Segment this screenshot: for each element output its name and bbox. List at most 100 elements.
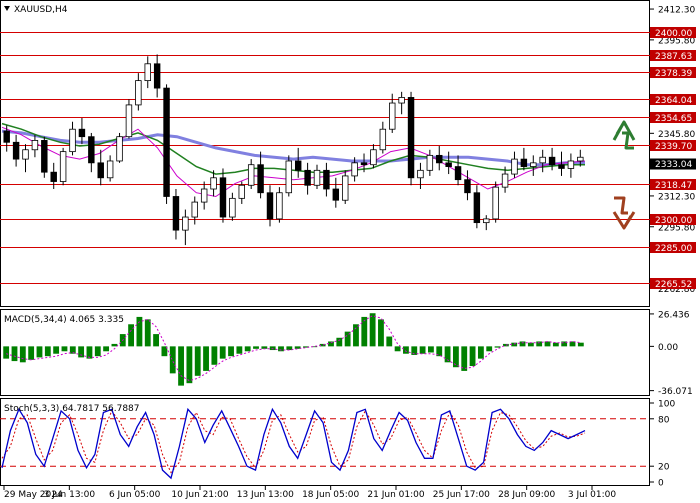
candle-body	[483, 218, 490, 224]
chart-title: XAUUSD,H4	[4, 5, 68, 15]
macd-bar	[378, 319, 384, 347]
candle-body	[436, 154, 443, 164]
candle-body	[323, 169, 330, 190]
candle-body	[341, 175, 349, 201]
candle-body	[266, 192, 274, 220]
macd-bar	[103, 346, 110, 352]
candle-body	[191, 201, 198, 218]
candle-body	[12, 141, 20, 160]
candle-body	[332, 188, 340, 201]
macd-bar	[128, 324, 135, 347]
stoch-tick-label: 20	[658, 463, 670, 473]
macd-bar	[444, 346, 451, 363]
macd-bar	[536, 341, 543, 347]
macd-panel-frame	[0, 309, 650, 396]
macd-bar	[261, 346, 268, 349]
candle-body	[351, 162, 358, 177]
candle-body	[304, 169, 311, 186]
macd-bar	[452, 346, 459, 368]
macd-bar	[303, 346, 309, 348]
macd-bar	[236, 346, 243, 354]
candle-body	[238, 184, 246, 199]
level-label: 2354.65	[655, 114, 692, 124]
candle-body	[454, 166, 462, 181]
macd-bar	[577, 342, 584, 347]
candle-body	[210, 177, 217, 190]
candle-body	[501, 173, 509, 188]
time-tick-label: 6 Jun 05:00	[109, 490, 161, 500]
macd-bar	[394, 346, 401, 352]
level-box	[650, 94, 696, 105]
macd-bar	[519, 341, 526, 347]
candle-body	[360, 162, 368, 166]
price-tick-label: 2412.30	[658, 6, 695, 16]
macd-bar	[161, 346, 168, 357]
moving-average-lines	[1, 122, 586, 198]
macd-bar	[69, 346, 76, 354]
macd-signal-line	[6, 315, 581, 382]
stoch-main-value: 64.7817	[62, 404, 99, 414]
moving-average-line	[1, 122, 585, 175]
stoch-main-line	[1, 407, 586, 480]
macd-panel: 26.436 0.00 -36.071 MACD(5,34,4) 4.065 3.3…	[0, 309, 693, 397]
time-tick-label: 28 Jun 09:00	[498, 490, 555, 500]
candle-body	[520, 158, 528, 167]
macd-axis: 26.436 0.00 -36.071	[650, 310, 693, 397]
macd-bar	[311, 346, 318, 348]
price-tick-label: 2295.80	[658, 223, 695, 233]
moving-average-line	[1, 126, 586, 198]
macd-bar	[369, 313, 376, 347]
candle-body	[200, 188, 208, 203]
macd-bar	[428, 346, 434, 353]
stoch-panel-frame	[0, 398, 650, 486]
candle-body	[558, 164, 565, 169]
time-tick-label: 13 Jun 13:00	[237, 490, 294, 500]
moving-average-line	[1, 129, 585, 167]
candle-body	[3, 130, 10, 143]
candle-body	[276, 192, 283, 220]
level-label: 2400.00	[655, 29, 692, 39]
candle-body	[285, 160, 293, 194]
dropdown-triangle-icon	[4, 6, 10, 11]
price-tick-label: 2312.30	[658, 192, 695, 202]
macd-bar	[353, 324, 359, 347]
price-tick-label: 2262.80	[658, 285, 695, 295]
candle-body	[539, 156, 546, 164]
macd-bar	[461, 346, 468, 371]
candle-body	[389, 102, 396, 130]
time-tick-label: 21 Jun 01:00	[367, 490, 424, 500]
level-lines	[0, 32, 650, 284]
macd-tick-label: 26.436	[658, 310, 690, 320]
level-box	[650, 140, 696, 151]
level-label: 2378.39	[655, 69, 692, 79]
stoch-levels	[0, 418, 650, 467]
macd-bar	[194, 346, 201, 376]
arrow-up-icon	[612, 120, 636, 150]
macd-bar	[253, 346, 259, 349]
stoch-panel: 100 80 20 0 Stoch(5,3,3) 64.7817 56.7887	[0, 398, 675, 489]
macd-bar	[36, 346, 43, 358]
macd-bar	[286, 346, 293, 351]
price-tick-label: 2395.80	[658, 36, 695, 46]
candle-body	[530, 162, 537, 167]
macd-tick-label: 0.00	[658, 343, 678, 353]
price-panel: 2412.302395.802345.802329.302312.302295.…	[0, 0, 696, 307]
level-box	[650, 179, 696, 190]
macd-main-value: 4.065	[70, 315, 96, 325]
time-tick-label: 10 Jun 21:00	[171, 490, 228, 500]
level-box	[650, 112, 696, 123]
candle-body	[41, 140, 48, 173]
level-box	[650, 67, 696, 78]
level-label: 2285.00	[655, 244, 692, 254]
stoch-tick-label: 100	[658, 400, 675, 410]
macd-bar	[203, 346, 209, 371]
level-label: 2318.47	[655, 181, 692, 191]
macd-bar	[502, 343, 509, 347]
macd-legend: MACD(5,34,4) 4.065 3.335	[4, 315, 124, 325]
candle-body	[125, 104, 133, 138]
macd-bar	[86, 346, 93, 359]
price-panel-frame	[0, 0, 650, 307]
level-label: 2339.70	[655, 142, 692, 152]
macd-bar	[169, 346, 176, 374]
macd-bar	[219, 346, 226, 359]
